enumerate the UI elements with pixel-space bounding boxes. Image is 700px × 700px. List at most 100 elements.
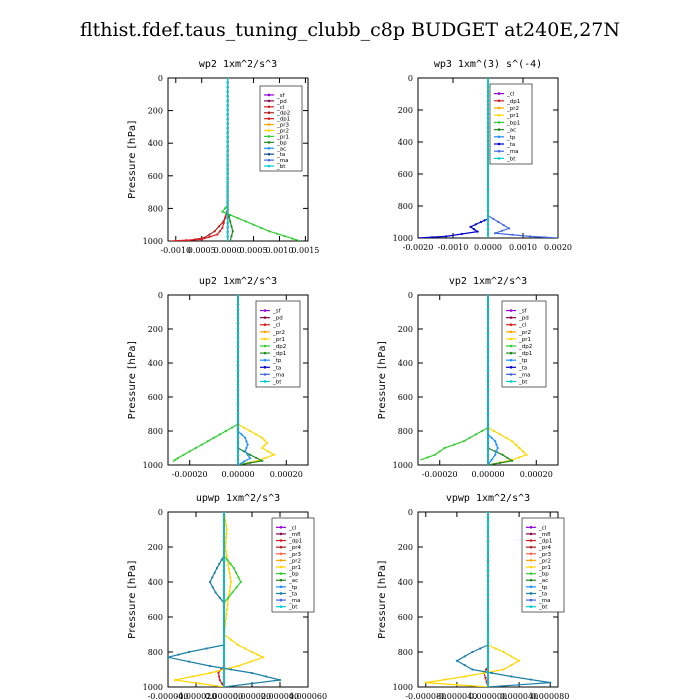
data-point bbox=[236, 402, 240, 405]
data-point bbox=[486, 544, 490, 548]
data-point bbox=[236, 407, 240, 410]
data-point bbox=[226, 78, 229, 80]
legend-marker bbox=[509, 358, 513, 362]
legend-entry: _dp1 bbox=[518, 351, 532, 357]
legend-marker bbox=[509, 309, 513, 312]
data-point bbox=[222, 613, 226, 616]
data-point bbox=[206, 440, 209, 443]
data-point bbox=[486, 223, 490, 226]
data-point bbox=[502, 668, 505, 671]
data-point bbox=[222, 554, 226, 557]
data-point bbox=[486, 139, 490, 142]
data-point bbox=[236, 449, 240, 452]
data-point bbox=[486, 593, 490, 596]
data-point bbox=[246, 453, 249, 456]
data-point bbox=[228, 589, 231, 592]
data-point bbox=[510, 664, 513, 667]
data-point bbox=[486, 632, 490, 635]
data-point bbox=[518, 659, 521, 662]
data-point bbox=[177, 653, 180, 656]
data-point bbox=[492, 429, 496, 433]
data-point bbox=[222, 549, 226, 553]
data-point bbox=[486, 210, 490, 213]
series-group bbox=[172, 295, 276, 465]
x-tick-label: -0.0020 bbox=[403, 243, 434, 252]
data-point bbox=[236, 295, 240, 297]
data-point bbox=[222, 569, 226, 572]
x-tick-label: -0.0010 bbox=[438, 243, 469, 252]
data-point bbox=[218, 225, 221, 228]
data-point bbox=[486, 116, 490, 120]
data-point bbox=[229, 638, 233, 641]
y-tick-label: 1000 bbox=[393, 683, 413, 692]
figure-title: flthist.fdef.taus_tuning_clubb_c8p BUDGE… bbox=[80, 19, 620, 41]
x-tick-label: -0.00020 bbox=[172, 470, 208, 479]
data-point bbox=[486, 416, 490, 419]
data-point bbox=[236, 322, 240, 325]
x-tick-label: -0.000080 bbox=[405, 692, 446, 700]
legend-marker bbox=[529, 605, 533, 608]
data-point bbox=[501, 453, 504, 456]
data-point bbox=[486, 603, 490, 606]
x-tick-label: -0.000040 bbox=[436, 692, 477, 700]
data-point bbox=[226, 126, 229, 129]
data-point bbox=[239, 580, 242, 584]
data-point bbox=[212, 436, 215, 439]
data-point bbox=[486, 143, 490, 146]
legend-entry: _pr2 bbox=[276, 129, 289, 135]
panel-title: vpwp 1xm^2/s^3 bbox=[446, 493, 530, 504]
data-point bbox=[168, 656, 170, 659]
data-point bbox=[249, 457, 252, 460]
x-tick-label: 0.000060 bbox=[289, 692, 327, 700]
data-point bbox=[226, 149, 229, 152]
data-point bbox=[483, 219, 486, 222]
data-point bbox=[249, 429, 252, 433]
data-point bbox=[486, 676, 490, 679]
data-point bbox=[223, 207, 227, 210]
data-point bbox=[245, 446, 248, 450]
legend-marker bbox=[529, 592, 533, 595]
data-point bbox=[486, 156, 490, 160]
legend-marker bbox=[529, 539, 533, 542]
data-point bbox=[198, 682, 201, 685]
legend-entry: _pr3 bbox=[276, 123, 290, 129]
data-point bbox=[222, 632, 226, 635]
data-point bbox=[486, 295, 490, 297]
data-point bbox=[486, 336, 490, 339]
data-point bbox=[510, 675, 513, 678]
data-point bbox=[185, 239, 188, 241]
legend-entry: _bp bbox=[538, 572, 549, 578]
legend-marker bbox=[497, 149, 501, 153]
data-point bbox=[174, 458, 177, 461]
data-point bbox=[235, 586, 238, 589]
data-point bbox=[222, 676, 226, 679]
legend-marker bbox=[279, 605, 283, 608]
data-point bbox=[249, 453, 252, 456]
data-point bbox=[218, 562, 221, 566]
data-point bbox=[462, 440, 465, 443]
legend-marker bbox=[497, 142, 501, 146]
data-point bbox=[472, 228, 476, 231]
data-point bbox=[486, 350, 490, 353]
legend-marker bbox=[529, 552, 533, 556]
data-point bbox=[486, 554, 490, 557]
data-point bbox=[222, 520, 226, 523]
data-point bbox=[474, 223, 477, 226]
data-point bbox=[469, 225, 472, 228]
legend-entry: _ma bbox=[518, 372, 530, 378]
data-point bbox=[243, 647, 247, 650]
data-point bbox=[226, 230, 229, 233]
legend-marker bbox=[267, 117, 271, 120]
data-point bbox=[430, 236, 434, 238]
legend-marker bbox=[279, 565, 283, 569]
legend-marker bbox=[267, 164, 271, 168]
legend-marker bbox=[529, 565, 533, 569]
data-point bbox=[486, 412, 490, 415]
data-point bbox=[227, 215, 230, 218]
data-point bbox=[222, 564, 226, 567]
data-point bbox=[236, 459, 240, 462]
legend-marker bbox=[267, 99, 271, 103]
data-point bbox=[486, 183, 490, 186]
x-tick-label: 0.00020 bbox=[520, 470, 553, 479]
legend-entry: _bt bbox=[538, 605, 548, 611]
